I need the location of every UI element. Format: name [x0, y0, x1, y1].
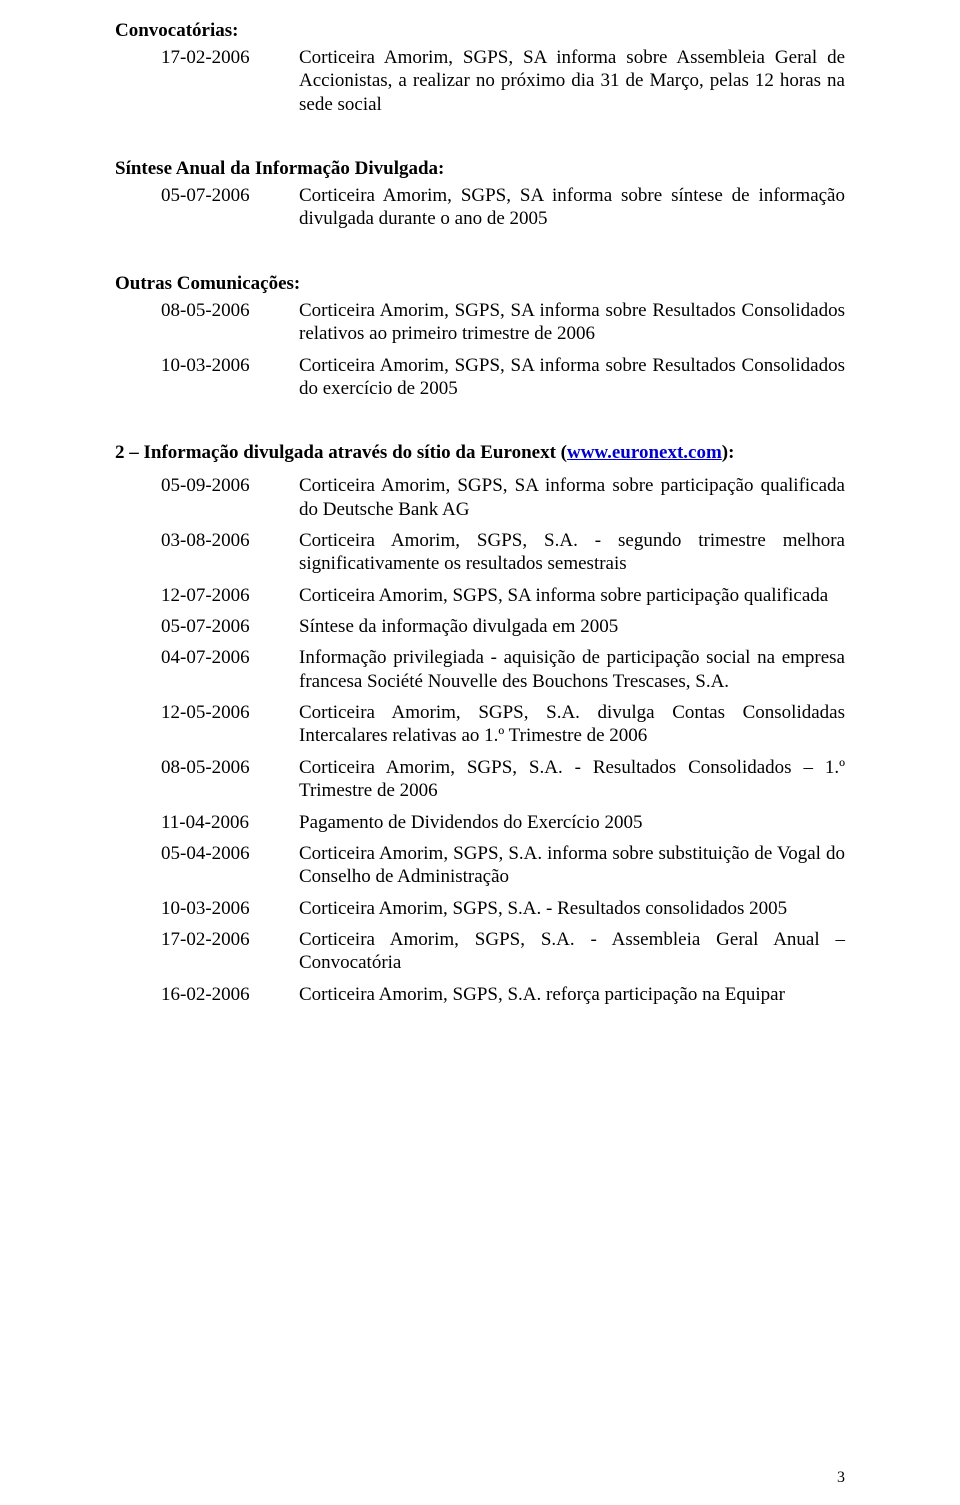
- entries-outras: 08-05-2006 Corticeira Amorim, SGPS, SA i…: [115, 299, 845, 400]
- entry-desc: Corticeira Amorim, SGPS, S.A. - Resultad…: [299, 897, 845, 920]
- heading-sintese: Síntese Anual da Informação Divulgada:: [115, 158, 845, 180]
- entry-desc: Pagamento de Dividendos do Exercício 200…: [299, 811, 845, 834]
- entry-date: 05-09-2006: [115, 474, 299, 497]
- entries-sintese: 05-07-2006 Corticeira Amorim, SGPS, SA i…: [115, 184, 845, 231]
- entry-row: 17-02-2006 Corticeira Amorim, SGPS, SA i…: [115, 46, 845, 116]
- entry-row: 11-04-2006 Pagamento de Dividendos do Ex…: [115, 811, 845, 834]
- entry-desc: Corticeira Amorim, SGPS, S.A. - Resultad…: [299, 756, 845, 803]
- entry-row: 05-04-2006 Corticeira Amorim, SGPS, S.A.…: [115, 842, 845, 889]
- heading-euronext-prefix: 2 – Informação divulgada através do síti…: [115, 442, 567, 463]
- entry-row: 10-03-2006 Corticeira Amorim, SGPS, SA i…: [115, 354, 845, 401]
- euronext-link[interactable]: www.euronext.com: [567, 442, 722, 463]
- entry-row: 16-02-2006 Corticeira Amorim, SGPS, S.A.…: [115, 983, 845, 1006]
- entry-row: 12-07-2006 Corticeira Amorim, SGPS, SA i…: [115, 584, 845, 607]
- entry-date: 10-03-2006: [115, 354, 299, 377]
- page-number: 3: [837, 1469, 845, 1487]
- entry-row: 04-07-2006 Informação privilegiada - aqu…: [115, 646, 845, 693]
- entry-date: 16-02-2006: [115, 983, 299, 1006]
- entry-desc: Corticeira Amorim, SGPS, SA informa sobr…: [299, 584, 845, 607]
- heading-outras: Outras Comunicações:: [115, 273, 845, 295]
- entry-desc: Corticeira Amorim, SGPS, SA informa sobr…: [299, 299, 845, 346]
- entry-row: 17-02-2006 Corticeira Amorim, SGPS, S.A.…: [115, 928, 845, 975]
- entry-row: 03-08-2006 Corticeira Amorim, SGPS, S.A.…: [115, 529, 845, 576]
- entry-desc: Corticeira Amorim, SGPS, S.A. divulga Co…: [299, 701, 845, 748]
- entry-date: 05-04-2006: [115, 842, 299, 865]
- entry-row: 08-05-2006 Corticeira Amorim, SGPS, SA i…: [115, 299, 845, 346]
- entry-row: 12-05-2006 Corticeira Amorim, SGPS, S.A.…: [115, 701, 845, 748]
- entry-desc: Síntese da informação divulgada em 2005: [299, 615, 845, 638]
- entry-date: 17-02-2006: [115, 928, 299, 951]
- entry-date: 03-08-2006: [115, 529, 299, 552]
- document-page: Convocatórias: 17-02-2006 Corticeira Amo…: [0, 0, 960, 1505]
- entries-convocatorias: 17-02-2006 Corticeira Amorim, SGPS, SA i…: [115, 46, 845, 116]
- entry-date: 10-03-2006: [115, 897, 299, 920]
- entry-desc: Corticeira Amorim, SGPS, SA informa sobr…: [299, 184, 845, 231]
- entry-row: 05-09-2006 Corticeira Amorim, SGPS, SA i…: [115, 474, 845, 521]
- entry-row: 08-05-2006 Corticeira Amorim, SGPS, S.A.…: [115, 756, 845, 803]
- entry-date: 05-07-2006: [115, 615, 299, 638]
- entry-date: 08-05-2006: [115, 299, 299, 322]
- entry-date: 05-07-2006: [115, 184, 299, 207]
- entry-desc: Corticeira Amorim, SGPS, SA informa sobr…: [299, 354, 845, 401]
- entry-row: 05-07-2006 Corticeira Amorim, SGPS, SA i…: [115, 184, 845, 231]
- heading-euronext: 2 – Informação divulgada através do síti…: [115, 442, 845, 464]
- entry-desc: Corticeira Amorim, SGPS, S.A. - segundo …: [299, 529, 845, 576]
- entry-desc: Corticeira Amorim, SGPS, SA informa sobr…: [299, 46, 845, 116]
- entry-date: 12-07-2006: [115, 584, 299, 607]
- heading-convocatorias: Convocatórias:: [115, 20, 845, 42]
- entry-desc: Corticeira Amorim, SGPS, S.A. informa so…: [299, 842, 845, 889]
- entry-date: 12-05-2006: [115, 701, 299, 724]
- entry-date: 11-04-2006: [115, 811, 299, 834]
- entry-desc: Corticeira Amorim, SGPS, S.A. reforça pa…: [299, 983, 845, 1006]
- entries-euronext: 05-09-2006 Corticeira Amorim, SGPS, SA i…: [115, 474, 845, 1006]
- entry-date: 17-02-2006: [115, 46, 299, 69]
- entry-date: 08-05-2006: [115, 756, 299, 779]
- entry-desc: Corticeira Amorim, SGPS, SA informa sobr…: [299, 474, 845, 521]
- entry-row: 05-07-2006 Síntese da informação divulga…: [115, 615, 845, 638]
- entry-date: 04-07-2006: [115, 646, 299, 669]
- entry-desc: Corticeira Amorim, SGPS, S.A. - Assemble…: [299, 928, 845, 975]
- heading-euronext-suffix: ):: [722, 442, 735, 463]
- entry-desc: Informação privilegiada - aquisição de p…: [299, 646, 845, 693]
- entry-row: 10-03-2006 Corticeira Amorim, SGPS, S.A.…: [115, 897, 845, 920]
